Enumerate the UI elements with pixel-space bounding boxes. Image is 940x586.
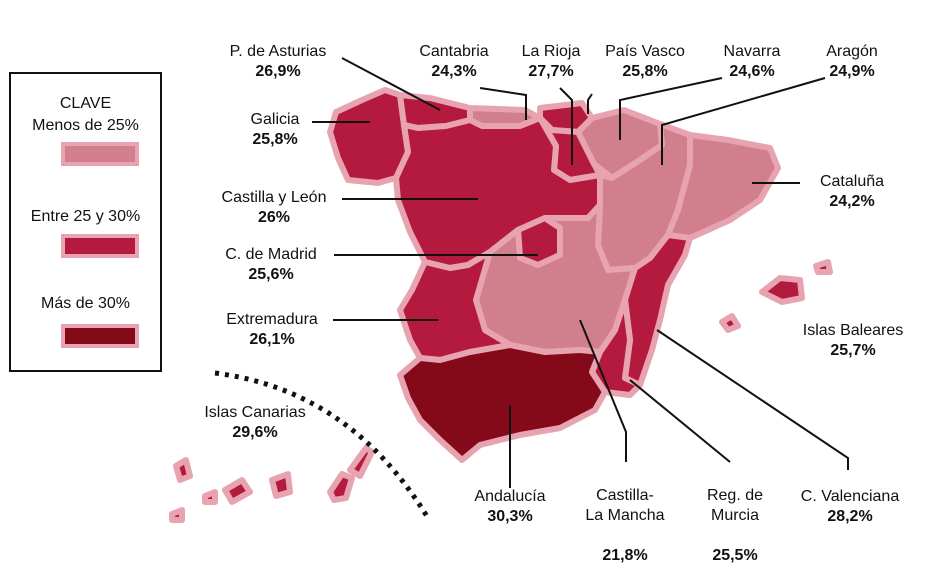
leader-paisvasco [587, 93, 593, 114]
leader-aragon [661, 77, 826, 165]
label-galicia: Galicia 25,8% [230, 110, 320, 150]
label-navarra: Navarra 24,6% [707, 42, 797, 82]
label-andalucia-name: Andalucía [474, 488, 546, 505]
label-cataluna: Cataluña 24,2% [802, 172, 902, 212]
label-rioja-value: 27,7% [528, 63, 574, 80]
label-asturias-name: P. de Asturias [229, 43, 327, 60]
label-cantabria-value: 24,3% [431, 63, 477, 80]
label-galicia-value: 25,8% [252, 131, 298, 148]
label-cantabria: Cantabria 24,3% [404, 42, 504, 82]
label-castillaleon-value: 26% [257, 209, 291, 226]
region-galicia [327, 87, 411, 186]
label-extremadura-value: 26,1% [249, 331, 295, 348]
label-madrid-value: 25,6% [248, 266, 294, 283]
label-madrid: C. de Madrid 25,6% [211, 245, 331, 285]
leader-navarra [619, 77, 723, 140]
leader-asturias [341, 57, 441, 111]
legend-title: CLAVE [59, 95, 112, 112]
label-castillamancha-name: Castilla- La Mancha [585, 487, 665, 524]
label-rioja-name: La Rioja [521, 43, 581, 60]
leader-cantabria [479, 87, 527, 120]
legend-swatch-mid [61, 234, 139, 258]
label-aragon-value: 24,9% [829, 63, 875, 80]
label-extremadura-name: Extremadura [226, 311, 318, 328]
region-andalucia [397, 342, 608, 463]
legend-swatch-high [61, 324, 139, 348]
leader-valenciana [656, 329, 849, 470]
label-paisvasco-name: País Vasco [605, 43, 685, 60]
label-baleares: Islas Baleares 25,7% [788, 321, 918, 361]
label-navarra-name: Navarra [723, 43, 781, 60]
label-murcia-value: 25,5% [712, 547, 758, 564]
label-andalucia-value: 30,3% [487, 508, 533, 525]
label-extremadura: Extremadura 26,1% [212, 310, 332, 350]
label-baleares-value: 25,7% [830, 342, 876, 359]
label-canarias-name: Islas Canarias [204, 404, 306, 421]
label-valenciana-value: 28,2% [827, 508, 873, 525]
label-canarias-value: 29,6% [232, 424, 278, 441]
label-cataluna-name: Cataluña [819, 173, 885, 190]
label-valenciana: C. Valenciana 28,2% [785, 487, 915, 527]
legend: CLAVE Menos de 25% Entre 25 y 30% Más de… [9, 72, 162, 372]
label-castillaleon: Castilla y León 26% [204, 188, 344, 228]
label-aragon-name: Aragón [826, 43, 878, 60]
label-galicia-name: Galicia [250, 111, 300, 128]
region-cataluna [665, 132, 781, 241]
label-asturias-value: 26,9% [255, 63, 301, 80]
label-asturias: P. de Asturias 26,9% [213, 42, 343, 82]
label-cantabria-name: Cantabria [419, 43, 489, 60]
label-castillamancha-value: 21,8% [602, 547, 648, 564]
leader-castillamancha [579, 319, 627, 462]
legend-swatch-low [61, 142, 139, 166]
label-baleares-name: Islas Baleares [802, 322, 904, 339]
label-rioja: La Rioja 27,7% [506, 42, 596, 82]
label-aragon: Aragón 24,9% [812, 42, 892, 82]
label-murcia: Reg. de Murcia 25,5% [685, 466, 785, 586]
label-valenciana-name: C. Valenciana [800, 488, 900, 505]
label-andalucia: Andalucía 30,3% [455, 487, 565, 527]
label-madrid-name: C. de Madrid [225, 246, 317, 263]
spain-map [169, 57, 849, 523]
label-castillamancha: Castilla- La Mancha 21,8% [575, 466, 675, 586]
label-paisvasco: País Vasco 25,8% [595, 42, 695, 82]
label-cataluna-value: 24,2% [829, 193, 875, 210]
label-navarra-value: 24,6% [729, 63, 775, 80]
leader-rioja [559, 87, 573, 165]
legend-label-mid: Entre 25 y 30% [30, 208, 141, 225]
legend-label-low: Menos de 25% [32, 117, 139, 134]
legend-label-high: Más de 30% [41, 295, 130, 312]
region-canarias [169, 445, 375, 523]
label-castillaleon-name: Castilla y León [221, 189, 327, 206]
label-canarias: Islas Canarias 29,6% [190, 403, 320, 443]
label-murcia-name: Reg. de Murcia [706, 487, 764, 524]
label-paisvasco-value: 25,8% [622, 63, 668, 80]
region-baleares [719, 259, 833, 333]
leader-murcia [629, 379, 731, 463]
